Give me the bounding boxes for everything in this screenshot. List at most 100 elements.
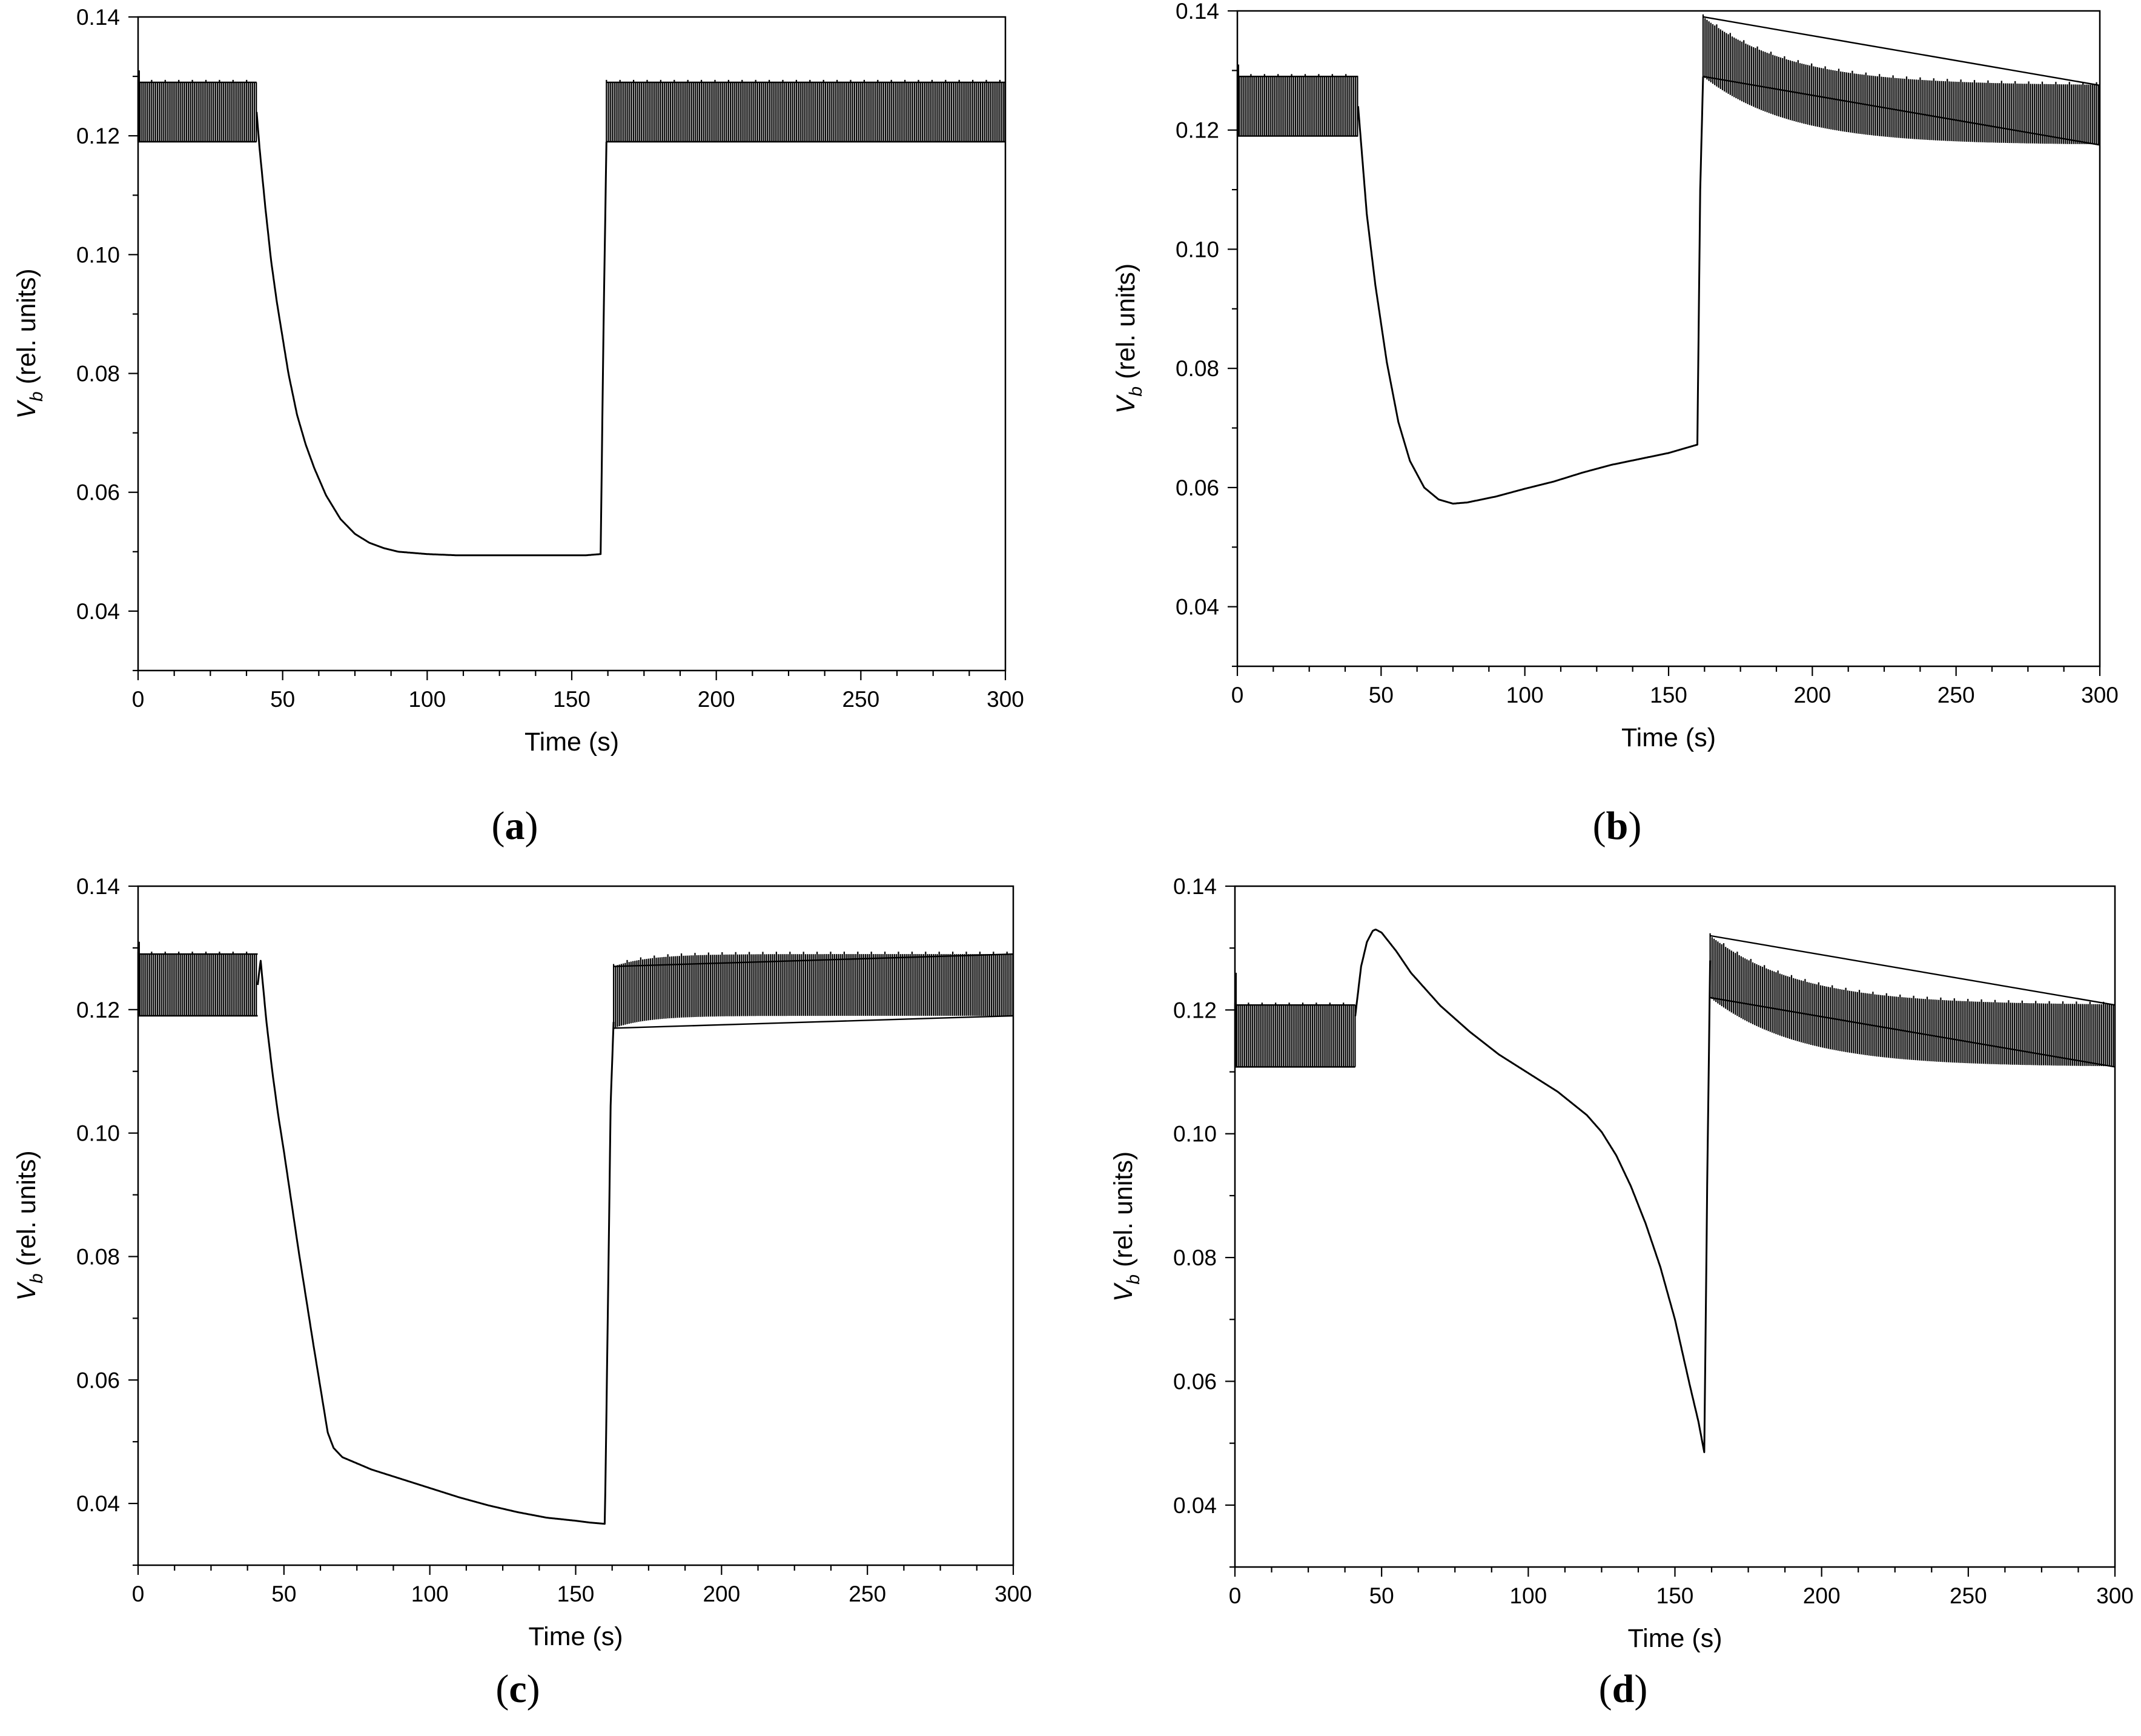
oscillation-band xyxy=(613,952,1014,1029)
panel-label-open: ( xyxy=(495,1667,509,1711)
oscillation-lower-envelope xyxy=(614,1015,1014,1029)
panel-b: 0 50 100 150 200 250 300 0.04 0.06 0.08 0.10 0.12 0.… xyxy=(1111,0,2119,848)
y-axis-title-var: V xyxy=(12,1281,41,1301)
y-tick-label: 0.04 xyxy=(76,599,120,624)
oscillation-band xyxy=(1709,933,2114,1067)
y-tick-label: 0.10 xyxy=(1173,1122,1217,1147)
x-tick-label: 200 xyxy=(703,1582,740,1606)
x-tick-label: 250 xyxy=(842,687,879,712)
y-tick-label: 0.08 xyxy=(76,362,120,386)
y-axis-title: Vb (rel. units) xyxy=(1109,1151,1143,1302)
panel-label-open: ( xyxy=(1593,804,1606,848)
oscillation-band xyxy=(1234,1002,1356,1067)
x-tick-label: 100 xyxy=(411,1582,449,1606)
x-tick-label: 0 xyxy=(1229,1583,1242,1608)
x-tick-label: 0 xyxy=(132,1582,145,1606)
panel-d: 0 50 100 150 200 250 300 0.04 0.06 0.08 0.10 0.12 0.… xyxy=(1109,874,2134,1711)
y-tick-label: 0.08 xyxy=(76,1244,120,1269)
oscillation-upper-envelope xyxy=(1703,16,2100,87)
y-axis-title-var: V xyxy=(1109,1282,1138,1302)
series-Vb xyxy=(1234,929,2116,1453)
x-tick-label: 150 xyxy=(557,1582,595,1606)
y-axis-title-sub: b xyxy=(1123,1274,1143,1285)
oscillation-upper-envelope xyxy=(1710,935,2116,1006)
y-tick-label: 0.14 xyxy=(76,5,120,30)
y-tick-label: 0.06 xyxy=(1173,1369,1217,1394)
y-tick-label: 0.10 xyxy=(76,242,120,267)
y-tick-label: 0.12 xyxy=(1173,998,1217,1022)
panel-label-open: ( xyxy=(492,804,505,848)
x-tick-label: 150 xyxy=(553,687,591,712)
oscillation-band xyxy=(606,79,1005,142)
y-axis-title-unit: (rel. units) xyxy=(12,1150,41,1273)
panel-label: (b) xyxy=(1593,804,1642,848)
x-tick-label: 100 xyxy=(408,687,446,712)
panel-label-letter: c xyxy=(509,1667,526,1711)
response-curve xyxy=(1357,76,1704,505)
series-Vb xyxy=(137,941,1014,1525)
x-tick-label: 100 xyxy=(1509,1583,1547,1608)
panel-a: 0 50 100 150 200 250 300 0.04 0.06 0.08 0.10 0.12 0.… xyxy=(12,5,1024,848)
y-axis-title-sub: b xyxy=(27,1273,47,1284)
x-tick-label: 0 xyxy=(132,687,145,712)
y-axis-title-var: V xyxy=(12,399,41,419)
y-axis-title-sub: b xyxy=(1126,386,1146,397)
x-tick-label: 300 xyxy=(2081,683,2119,707)
panel-c: 0 50 100 150 200 250 300 0.04 0.06 0.08 0.10 0.12 0.… xyxy=(12,874,1032,1711)
x-axis-title: Time (s) xyxy=(524,727,619,757)
oscillation-band xyxy=(1236,74,1358,136)
panel-label-close: ) xyxy=(527,1667,540,1711)
y-axis-title-unit: (rel. units) xyxy=(12,268,41,391)
y-tick-label: 0.14 xyxy=(1173,874,1217,899)
y-tick-label: 0.10 xyxy=(76,1121,120,1146)
panel-label: (d) xyxy=(1599,1667,1648,1711)
x-tick-label: 50 xyxy=(271,1582,296,1606)
y-axis-title-sub: b xyxy=(27,391,47,402)
y-tick-label: 0.04 xyxy=(76,1491,120,1516)
y-axis-title: Vb (rel. units) xyxy=(1111,263,1146,414)
oscillation-band xyxy=(137,952,257,1016)
panel-label: (c) xyxy=(495,1667,540,1711)
oscillation-lower-envelope xyxy=(1703,76,2100,146)
y-tick-label: 0.04 xyxy=(1176,595,1219,620)
x-tick-label: 250 xyxy=(849,1582,886,1606)
y-tick-label: 0.10 xyxy=(1176,237,1219,262)
y-tick-label: 0.12 xyxy=(76,998,120,1022)
y-axis-title: Vb (rel. units) xyxy=(12,268,47,419)
plot-frame xyxy=(1234,885,2116,1568)
panel-label-close: ) xyxy=(525,804,538,848)
x-tick-label: 150 xyxy=(1656,1583,1694,1608)
y-tick-label: 0.12 xyxy=(76,124,120,148)
y-tick-label: 0.06 xyxy=(76,480,120,505)
x-tick-label: 250 xyxy=(1937,683,1975,707)
x-tick-label: 300 xyxy=(987,687,1024,712)
x-tick-label: 200 xyxy=(1803,1583,1841,1608)
y-tick-label: 0.04 xyxy=(1173,1493,1217,1518)
y-axis-title-unit: (rel. units) xyxy=(1111,263,1140,386)
panel-label-letter: a xyxy=(505,804,525,848)
response-curve xyxy=(1354,929,1712,1453)
oscillation-upper-envelope xyxy=(614,953,1014,967)
panel-label: (a) xyxy=(492,804,538,848)
y-tick-label: 0.12 xyxy=(1176,118,1219,143)
x-axis-title: Time (s) xyxy=(528,1622,623,1651)
y-tick-label: 0.08 xyxy=(1176,356,1219,381)
x-tick-label: 50 xyxy=(1369,683,1394,707)
y-axis-title-var: V xyxy=(1111,394,1140,414)
x-tick-label: 150 xyxy=(1650,683,1687,707)
x-axis-title: Time (s) xyxy=(1621,723,1716,752)
panel-label-close: ) xyxy=(1634,1667,1647,1711)
panel-label-letter: d xyxy=(1612,1667,1635,1711)
x-tick-label: 200 xyxy=(698,687,735,712)
response-curve xyxy=(257,959,615,1525)
panel-label-close: ) xyxy=(1628,804,1641,848)
response-curve xyxy=(256,111,607,557)
x-tick-label: 300 xyxy=(2096,1583,2134,1608)
x-tick-label: 100 xyxy=(1506,683,1544,707)
series-Vb xyxy=(1236,14,2100,505)
x-tick-label: 200 xyxy=(1793,683,1831,707)
y-axis-title: Vb (rel. units) xyxy=(12,1150,47,1300)
x-tick-label: 300 xyxy=(994,1582,1032,1606)
x-tick-label: 250 xyxy=(1950,1583,1987,1608)
